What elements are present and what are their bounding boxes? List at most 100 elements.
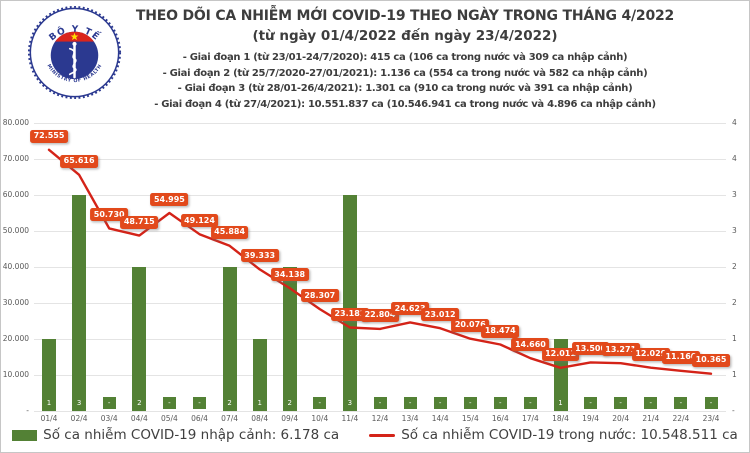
x-axis-tick: 09/4 bbox=[281, 414, 299, 423]
y-axis-tick-left: 10.000 bbox=[2, 370, 29, 379]
y-axis-tick-left: 80.000 bbox=[2, 118, 29, 127]
y-axis-tick-right: - bbox=[732, 406, 735, 415]
bar-value-label: - bbox=[373, 397, 387, 409]
x-axis-tick: 11/4 bbox=[341, 414, 359, 423]
x-axis-tick: 22/4 bbox=[672, 414, 690, 423]
bar bbox=[132, 267, 147, 411]
bar-value-label: - bbox=[674, 397, 688, 409]
chart-subtitle: (từ ngày 01/4/2022 đến ngày 23/4/2022) bbox=[252, 28, 558, 44]
bar-value-label: - bbox=[463, 397, 477, 409]
logo-emblem bbox=[50, 31, 99, 80]
bar-value-label: - bbox=[493, 397, 507, 409]
y-axis-tick-right: 1 bbox=[732, 370, 737, 379]
x-axis-tick: 04/4 bbox=[130, 414, 148, 423]
logo-star-icon bbox=[70, 32, 79, 41]
bar-value-label: 3 bbox=[343, 397, 357, 409]
bar-value-label: - bbox=[313, 397, 327, 409]
phase-3-line: - Giai đoạn 3 (từ 28/01-26/4/2021): 1.30… bbox=[177, 83, 633, 94]
x-axis-tick: 14/4 bbox=[431, 414, 449, 423]
line-data-label: 45.884 bbox=[210, 225, 249, 239]
x-axis-tick: 21/4 bbox=[642, 414, 660, 423]
bar-swatch-icon bbox=[12, 429, 38, 441]
bar-value-label: 1 bbox=[42, 397, 56, 409]
bar-value-label: - bbox=[584, 397, 598, 409]
bar-value-label: - bbox=[102, 397, 116, 409]
bar-value-label: - bbox=[162, 397, 176, 409]
x-axis-tick: 15/4 bbox=[461, 414, 479, 423]
y-axis-tick-right: 4 bbox=[732, 118, 737, 127]
x-axis-tick: 08/4 bbox=[251, 414, 269, 423]
line-swatch-icon bbox=[369, 433, 396, 437]
bar bbox=[72, 195, 87, 411]
chart-header: THEO DÕI CA NHIỄM MỚI COVID-19 THEO NGÀY… bbox=[71, 8, 739, 112]
bar bbox=[222, 267, 237, 411]
line-data-label: 72.555 bbox=[30, 129, 68, 143]
bar-value-label: 2 bbox=[223, 397, 237, 409]
bar-value-label: 2 bbox=[283, 397, 297, 409]
line-data-label: 10.365 bbox=[692, 353, 730, 367]
gridline bbox=[34, 411, 726, 412]
bar-value-label: - bbox=[644, 397, 658, 409]
line-data-label: 65.616 bbox=[60, 154, 99, 168]
line-data-label: 18.474 bbox=[481, 324, 520, 338]
x-axis-tick: 07/4 bbox=[221, 414, 239, 423]
y-axis-tick-left: 60.000 bbox=[2, 190, 29, 199]
bar-value-label: - bbox=[433, 397, 447, 409]
bar-value-label: 2 bbox=[132, 397, 146, 409]
bar-value-label: 1 bbox=[554, 397, 567, 409]
x-axis-tick: 06/4 bbox=[191, 414, 208, 423]
chart-legend: Số ca nhiễm COVID-19 nhập cảnh: 6.178 ca… bbox=[1, 427, 749, 443]
y-axis-tick-left: 20.000 bbox=[2, 334, 29, 343]
gridline bbox=[34, 123, 726, 124]
y-axis-tick-left: 70.000 bbox=[2, 154, 29, 163]
y-axis-tick-right: 3 bbox=[732, 226, 737, 235]
bar-value-label: - bbox=[403, 397, 417, 409]
y-axis-tick-left: 50.000 bbox=[2, 226, 29, 235]
legend-imported-label: Số ca nhiễm COVID-19 nhập cảnh: 6.178 ca bbox=[43, 427, 340, 443]
y-axis-tick-right: 4 bbox=[732, 154, 737, 163]
line-data-label: 39.333 bbox=[240, 249, 279, 263]
gridline bbox=[34, 231, 726, 232]
x-axis-tick: 13/4 bbox=[401, 414, 419, 423]
x-axis-tick: 17/4 bbox=[521, 414, 539, 423]
gridline bbox=[34, 159, 726, 160]
legend-item-domestic: Số ca nhiễm COVID-19 trong nước: 10.548.… bbox=[369, 427, 738, 443]
x-axis-tick: 01/4 bbox=[40, 414, 58, 423]
ministry-of-health-logo: BỘ Y TẾ MINISTRY OF HEALTH bbox=[27, 5, 122, 100]
phase-1-line: - Giai đoạn 1 (từ 23/01-24/7/2020): 415 … bbox=[182, 52, 628, 63]
logo-snake-icon bbox=[68, 47, 77, 76]
phase-summary-list: - Giai đoạn 1 (từ 23/01-24/7/2020): 415 … bbox=[71, 50, 739, 112]
y-axis-tick-right: 2 bbox=[732, 298, 737, 307]
bar-value-label: - bbox=[193, 397, 206, 409]
y-axis-tick-left: 30.000 bbox=[2, 298, 29, 307]
gridline bbox=[34, 195, 726, 196]
bar-value-label: - bbox=[614, 397, 628, 409]
phase-2-line: - Giai đoạn 2 (từ 25/7/2020-27/01/2021):… bbox=[162, 67, 648, 79]
phase-4-line: - Giai đoạn 4 (từ 27/4/2021): 10.551.837… bbox=[154, 98, 656, 110]
line-data-label: 28.307 bbox=[300, 289, 339, 303]
bar-value-label: 3 bbox=[72, 397, 86, 409]
bar bbox=[282, 267, 297, 411]
bar-value-label: - bbox=[523, 397, 537, 409]
line-data-label: 34.138 bbox=[270, 268, 309, 282]
x-axis-tick: 16/4 bbox=[491, 414, 509, 423]
x-axis-tick: 12/4 bbox=[371, 414, 389, 423]
legend-item-imported: Số ca nhiễm COVID-19 nhập cảnh: 6.178 ca bbox=[12, 427, 339, 443]
domestic-cases-line bbox=[47, 148, 713, 375]
gridline bbox=[34, 375, 726, 376]
legend-domestic-label: Số ca nhiễm COVID-19 trong nước: 10.548.… bbox=[401, 427, 738, 443]
y-axis-tick-left: - bbox=[26, 406, 29, 415]
y-axis-tick-right: 2 bbox=[732, 262, 737, 271]
x-axis-tick: 03/4 bbox=[100, 414, 118, 423]
x-axis-tick: 18/4 bbox=[552, 414, 569, 423]
y-axis-tick-right: 3 bbox=[732, 190, 737, 199]
x-axis-tick: 20/4 bbox=[612, 414, 630, 423]
x-axis-tick: 19/4 bbox=[582, 414, 600, 423]
bar-value-label: 1 bbox=[253, 397, 267, 409]
chart-title: THEO DÕI CA NHIỄM MỚI COVID-19 THEO NGÀY… bbox=[135, 8, 675, 24]
x-axis-tick: 02/4 bbox=[70, 414, 88, 423]
line-data-label: 54.995 bbox=[150, 193, 189, 206]
